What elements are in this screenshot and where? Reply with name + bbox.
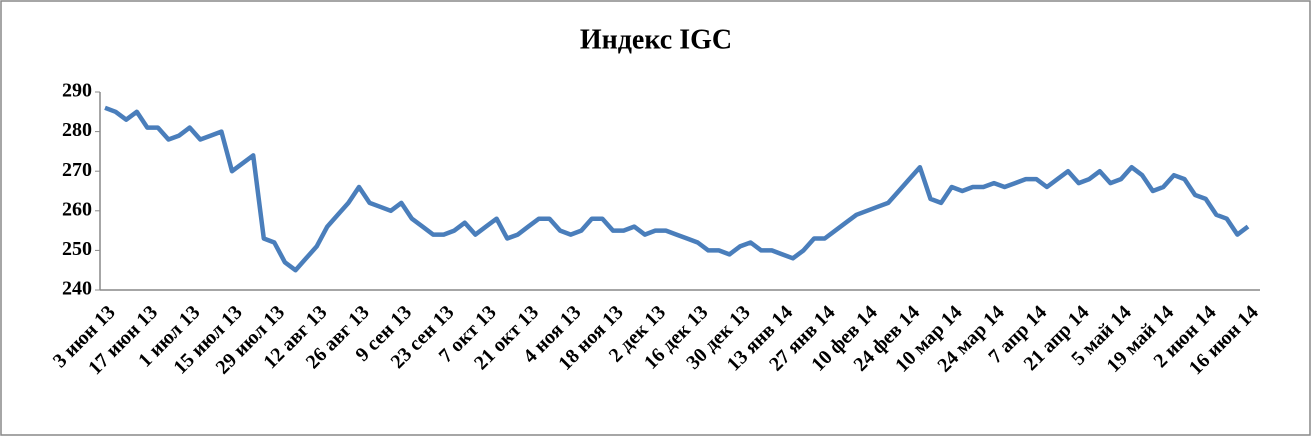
y-tick-label: 260	[62, 198, 92, 220]
y-tick-label: 280	[62, 119, 92, 141]
data-line	[104, 105, 1250, 273]
y-tick-label: 290	[62, 80, 92, 102]
chart-title: Индекс IGC	[580, 24, 732, 55]
y-tick-label: 240	[62, 278, 92, 300]
y-tick-label: 250	[62, 238, 92, 260]
y-tick-label: 270	[62, 159, 92, 181]
